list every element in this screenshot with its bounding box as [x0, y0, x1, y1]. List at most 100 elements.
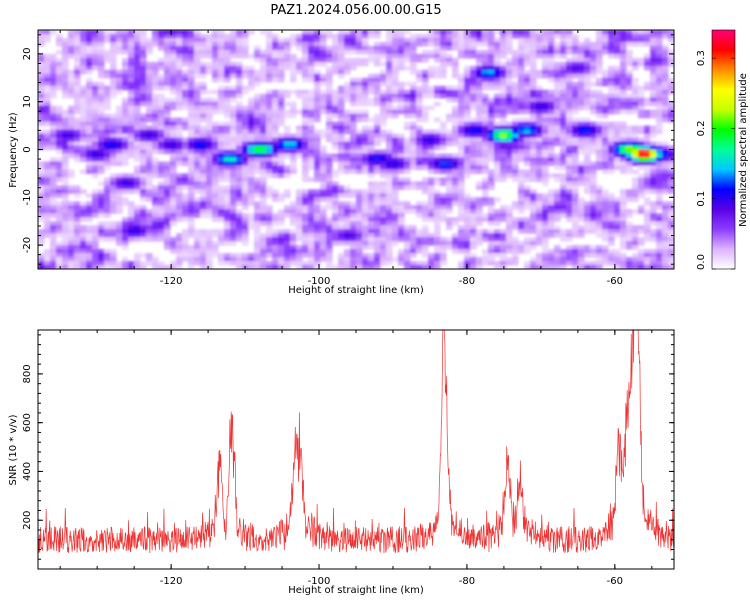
heatmap-cell: [140, 30, 147, 35]
heatmap-cell: [434, 89, 441, 95]
heatmap-cell: [44, 109, 51, 115]
heatmap-cell: [296, 193, 303, 198]
heatmap-cell: [236, 113, 243, 119]
heatmap-cell: [194, 137, 201, 143]
heatmap-cell: [656, 157, 663, 163]
heatmap-cell: [92, 65, 99, 71]
heatmap-cell: [176, 189, 183, 194]
heatmap-cell: [596, 233, 603, 238]
heatmap-cell: [104, 69, 111, 75]
heatmap-cell: [62, 189, 69, 194]
heatmap-cell: [350, 141, 357, 147]
heatmap-cell: [536, 113, 543, 119]
heatmap-cell: [614, 73, 621, 79]
heatmap-cell: [242, 233, 249, 238]
heatmap-cell: [182, 185, 189, 190]
heatmap-cell: [86, 233, 93, 238]
heatmap-cell: [656, 177, 663, 182]
heatmap-cell: [656, 229, 663, 234]
heatmap-cell: [176, 101, 183, 107]
heatmap-cell: [212, 149, 219, 155]
heatmap-cell: [464, 53, 471, 59]
heatmap-cell: [554, 97, 561, 103]
heatmap-cell: [578, 49, 585, 55]
heatmap-cell: [374, 209, 381, 214]
heatmap-cell: [566, 113, 573, 119]
heatmap-cell: [512, 93, 519, 99]
heatmap-cell: [44, 77, 51, 83]
heatmap-cell: [338, 253, 345, 258]
heatmap-cell: [578, 149, 585, 155]
heatmap-cell: [188, 165, 195, 171]
heatmap-cell: [530, 93, 537, 99]
heatmap-cell: [380, 205, 387, 210]
heatmap-cell: [314, 217, 321, 222]
heatmap-cell: [380, 49, 387, 55]
heatmap-cell: [68, 205, 75, 210]
heatmap-cell: [548, 213, 555, 218]
heatmap-cell: [656, 37, 663, 43]
heatmap-cell: [656, 81, 663, 87]
heatmap-cell: [470, 205, 477, 210]
heatmap-cell: [392, 93, 399, 99]
heatmap-cell: [128, 233, 135, 238]
heatmap-cell: [50, 137, 57, 143]
heatmap-cell: [494, 157, 501, 163]
heatmap-cell: [200, 185, 207, 190]
heatmap-cell: [176, 49, 183, 55]
heatmap-cell: [290, 233, 297, 238]
heatmap-cell: [644, 53, 651, 59]
heatmap-cell: [176, 41, 183, 47]
heatmap-cell: [164, 85, 171, 91]
heatmap-cell: [134, 89, 141, 95]
heatmap-cell: [224, 129, 231, 135]
heatmap-cell: [314, 30, 321, 35]
heatmap-cell: [644, 165, 651, 171]
heatmap-cell: [38, 189, 45, 194]
heatmap-cell: [338, 101, 345, 107]
heatmap-cell: [410, 145, 417, 151]
heatmap-cell: [434, 153, 441, 159]
heatmap-cell: [38, 237, 45, 242]
heatmap-cell: [320, 145, 327, 151]
heatmap-cell: [596, 221, 603, 226]
heatmap-cell: [494, 173, 501, 178]
heatmap-cell: [638, 173, 645, 178]
heatmap-cell: [644, 177, 651, 182]
heatmap-cell: [338, 93, 345, 99]
heatmap-cell: [98, 161, 105, 167]
heatmap-cell: [458, 237, 465, 242]
heatmap-cell: [134, 185, 141, 190]
heatmap-cell: [554, 69, 561, 75]
heatmap-cell: [572, 221, 579, 226]
heatmap-cell: [620, 229, 627, 234]
heatmap-cell: [338, 73, 345, 79]
heatmap-cell: [434, 141, 441, 147]
heatmap-cell: [266, 161, 273, 167]
heatmap-cell: [542, 149, 549, 155]
heatmap-cell: [44, 89, 51, 95]
heatmap-cell: [470, 105, 477, 111]
heatmap-cell: [254, 201, 261, 206]
heatmap-cell: [500, 129, 507, 135]
heatmap-cell: [404, 225, 411, 230]
heatmap-cell: [548, 197, 555, 202]
heatmap-cell: [632, 253, 639, 258]
heatmap-cell: [626, 237, 633, 242]
heatmap-cell: [110, 197, 117, 202]
heatmap-cell: [302, 49, 309, 55]
heatmap-cell: [44, 57, 51, 63]
heatmap-cell: [368, 241, 375, 246]
heatmap-cell: [86, 149, 93, 155]
heatmap-cell: [344, 61, 351, 67]
heatmap-cell: [302, 161, 309, 167]
heatmap-cell: [548, 149, 555, 155]
heatmap-cell: [428, 49, 435, 55]
heatmap-cell: [146, 145, 153, 151]
heatmap-cell: [440, 45, 447, 51]
heatmap-cell: [50, 85, 57, 91]
heatmap-cell: [326, 245, 333, 250]
heatmap-cell: [116, 141, 123, 147]
heatmap-cell: [200, 161, 207, 167]
heatmap-cell: [398, 30, 405, 35]
